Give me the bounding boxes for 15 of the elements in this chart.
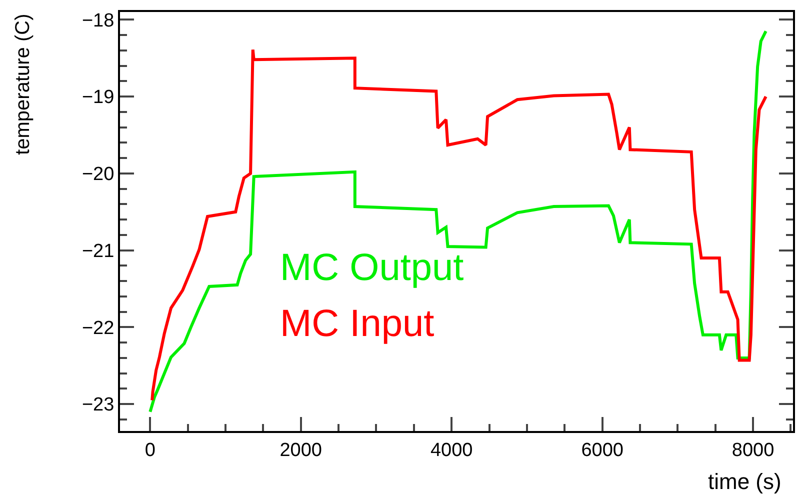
x-tick-label: 0 — [144, 440, 156, 461]
y-axis-title: temperature (C) — [12, 14, 34, 155]
text: MC Input — [280, 303, 435, 345]
series-label: MC Output — [280, 247, 464, 289]
x-tick-label: 6000 — [581, 440, 624, 461]
y-tick-label: −22 — [82, 318, 114, 339]
y-tick-label: −21 — [82, 240, 114, 262]
x-axis-title: time (s) — [708, 469, 782, 494]
x-tick-label: 4000 — [430, 440, 473, 461]
y-tick-label: −19 — [82, 87, 114, 108]
x-tick-label: 8000 — [732, 440, 774, 461]
y-tick-label: −20 — [82, 164, 114, 186]
x-tick-label: 2000 — [280, 440, 322, 461]
y-tick-label: −23 — [82, 394, 114, 416]
y-tick-label: −18 — [82, 10, 114, 32]
